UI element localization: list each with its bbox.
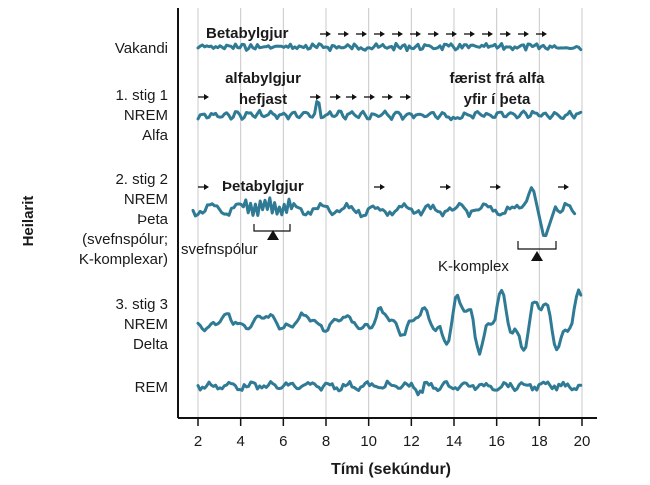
- row-label-line: Vakandi: [115, 40, 168, 57]
- row-label-line: (svefnspólur;: [82, 231, 168, 248]
- arrow-head-icon: [470, 31, 475, 37]
- arrow-markers: [198, 31, 569, 190]
- k-complex-bracket: [517, 241, 557, 250]
- x-tick-label: 20: [574, 433, 591, 450]
- x-tick-label: 2: [194, 433, 202, 450]
- x-tick-label: 14: [446, 433, 463, 450]
- spindle-label: svefnspólur: [181, 241, 258, 258]
- x-axis-title: Tími (sekúndur): [331, 461, 451, 478]
- k-complex-pointer-icon: [531, 251, 543, 261]
- y-axis-title: Heilarit: [20, 196, 37, 247]
- x-tick-label: 12: [403, 433, 420, 450]
- x-axis-ticks: 2 4 6 8 10 12 14 16 18 20: [194, 418, 591, 450]
- arrow-head-icon: [316, 94, 321, 100]
- annotation-alpha-start-1: alfabylgjur: [225, 70, 301, 87]
- sleep-spindle-callout: svefnspólur: [181, 224, 291, 258]
- row-label-line: K-komplexar): [79, 251, 168, 268]
- trace-stage2-theta: [191, 186, 577, 238]
- arrow-head-icon: [344, 31, 349, 37]
- arrow-head-icon: [416, 31, 421, 37]
- row-label-line: Alfa: [142, 127, 169, 144]
- row-label-line: NREM: [124, 316, 168, 333]
- arrow-head-icon: [398, 31, 403, 37]
- x-tick-label: 4: [236, 433, 244, 450]
- trace-stage3-delta: [196, 288, 583, 356]
- arrow-head-icon: [542, 31, 547, 37]
- arrow-head-icon: [452, 31, 457, 37]
- row-label-line: NREM: [124, 191, 168, 208]
- arrow-head-icon: [362, 31, 367, 37]
- arrow-head-icon: [388, 94, 393, 100]
- row-label-line: Delta: [133, 336, 169, 353]
- arrow-head-icon: [326, 31, 331, 37]
- row-label-stage2: 2. stig 2 NREM Þeta (svefnspólur; K-komp…: [79, 171, 169, 268]
- arrow-head-icon: [446, 184, 451, 190]
- arrow-head-icon: [380, 184, 385, 190]
- arrow-head-icon: [434, 31, 439, 37]
- arrow-head-icon: [352, 94, 357, 100]
- arrow-head-icon: [488, 31, 493, 37]
- eeg-traces: [191, 41, 583, 397]
- annotation-alpha-to-theta-1: færist frá alfa: [449, 70, 545, 87]
- row-label-line: REM: [135, 379, 168, 396]
- arrow-head-icon: [406, 94, 411, 100]
- x-tick-label: 8: [322, 433, 330, 450]
- row-label-awake: Vakandi: [115, 40, 168, 57]
- annotation-beta-waves: Betabylgjur: [206, 25, 289, 42]
- x-tick-label: 18: [531, 433, 548, 450]
- x-tick-label: 10: [360, 433, 377, 450]
- row-label-line: Þeta: [137, 211, 169, 228]
- row-label-stage1: 1. stig 1 NREM Alfa: [115, 87, 168, 144]
- row-label-line: NREM: [124, 107, 168, 124]
- k-complex-label: K-komplex: [438, 258, 509, 275]
- row-label-line: 2. stig 2: [115, 171, 168, 188]
- row-label-rem: REM: [135, 379, 168, 396]
- arrow-head-icon: [204, 94, 209, 100]
- spindle-bracket: [253, 224, 291, 232]
- row-label-line: 3. stig 3: [115, 296, 168, 313]
- annotation-alpha-start-2: hefjast: [239, 91, 287, 108]
- arrow-head-icon: [336, 94, 341, 100]
- row-label-line: 1. stig 1: [115, 87, 168, 104]
- annotation-alpha-to-theta-2: yfir í þeta: [464, 91, 531, 108]
- annotation-theta-waves: Þetabylgjur: [222, 178, 304, 195]
- trace-awake-beta: [196, 41, 583, 53]
- trace-rem: [196, 379, 583, 397]
- trace-stage1-alpha: [196, 100, 583, 122]
- arrow-head-icon: [370, 94, 375, 100]
- arrow-head-icon: [380, 31, 385, 37]
- k-complex-callout: K-komplex: [438, 241, 557, 275]
- arrow-head-icon: [524, 31, 529, 37]
- row-label-stage3: 3. stig 3 NREM Delta: [115, 296, 168, 353]
- spindle-pointer-icon: [267, 230, 279, 240]
- arrow-head-icon: [204, 184, 209, 190]
- arrow-head-icon: [496, 184, 501, 190]
- x-tick-label: 6: [279, 433, 287, 450]
- arrow-head-icon: [506, 31, 511, 37]
- x-tick-label: 16: [488, 433, 505, 450]
- arrow-head-icon: [564, 184, 569, 190]
